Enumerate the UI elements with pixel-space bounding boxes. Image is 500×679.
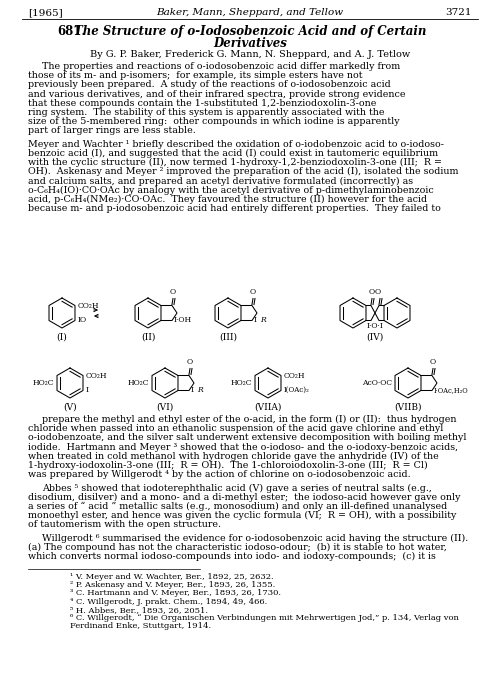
Text: disodium, disilver) and a mono- and a di-methyl ester;  the iodoso-acid however : disodium, disilver) and a mono- and a di… <box>28 492 460 502</box>
Text: Derivatives: Derivatives <box>213 37 287 50</box>
Text: HO₂C: HO₂C <box>128 379 149 387</box>
Text: Willgerodt ⁶ summarised the evidence for o-iodosobenzoic acid having the structu: Willgerodt ⁶ summarised the evidence for… <box>42 534 468 543</box>
Text: chloride when passed into an ethanolic suspension of the acid gave chlorine and : chloride when passed into an ethanolic s… <box>28 424 444 433</box>
Text: acid, p-C₆H₄(NMe₂)·CO·OAc.  They favoured the structure (II) however for the aci: acid, p-C₆H₄(NMe₂)·CO·OAc. They favoured… <box>28 195 427 204</box>
Text: (VIIA): (VIIA) <box>254 403 281 412</box>
Text: size of the 5-membered ring:  other compounds in which iodine is apparently: size of the 5-membered ring: other compo… <box>28 117 400 126</box>
Text: O: O <box>375 289 381 297</box>
Text: I: I <box>254 316 257 325</box>
Text: HO₂C: HO₂C <box>230 379 252 387</box>
Text: o-C₆H₄(IO)·CO·OAc by analogy with the acetyl derivative of p-dimethylaminobenzoi: o-C₆H₄(IO)·CO·OAc by analogy with the ac… <box>28 185 434 195</box>
Text: Ferdinand Enke, Stuttgart, 1914.: Ferdinand Enke, Stuttgart, 1914. <box>70 622 211 630</box>
Text: CO₂H: CO₂H <box>78 302 100 310</box>
Text: 681.: 681. <box>58 25 86 38</box>
Text: (VIIB): (VIIB) <box>394 403 422 412</box>
Text: (V): (V) <box>63 403 77 412</box>
Text: By G. P. Baker, Frederick G. Mann, N. Sheppard, and A. J. Tetlow: By G. P. Baker, Frederick G. Mann, N. Sh… <box>90 50 410 59</box>
Text: (III): (III) <box>219 333 237 342</box>
Text: those of its m- and p-isomers;  for example, its simple esters have not: those of its m- and p-isomers; for examp… <box>28 71 362 80</box>
Text: ⁴ C. Willgerodt, J. prakt. Chem., 1894, 49, 466.: ⁴ C. Willgerodt, J. prakt. Chem., 1894, … <box>70 598 267 606</box>
Text: when treated in cold methanol with hydrogen chloride gave the anhydride (IV) of : when treated in cold methanol with hydro… <box>28 452 439 461</box>
Text: [1965]: [1965] <box>28 8 63 17</box>
Text: (VI): (VI) <box>156 403 174 412</box>
Text: Abbes ⁵ showed that iodoterephthalic acid (V) gave a series of neutral salts (e.: Abbes ⁵ showed that iodoterephthalic aci… <box>42 483 432 492</box>
Text: HO₂C: HO₂C <box>32 379 54 387</box>
Text: benzoic acid (I), and suggested that the acid (I) could exist in tautomeric equi: benzoic acid (I), and suggested that the… <box>28 149 438 158</box>
Text: iodide.  Hartmann and Meyer ³ showed that the o-iodoso- and the o-iodoxy-benzoic: iodide. Hartmann and Meyer ³ showed that… <box>28 443 458 452</box>
Text: O: O <box>369 289 375 297</box>
Text: O: O <box>170 289 176 297</box>
Text: prepare the methyl and ethyl ester of the o-acid, in the form (I) or (II):  thus: prepare the methyl and ethyl ester of th… <box>42 415 457 424</box>
Text: I: I <box>86 386 89 394</box>
Text: I·O·I: I·O·I <box>366 322 384 330</box>
Text: R: R <box>197 386 202 394</box>
Text: I(OAc)₂: I(OAc)₂ <box>284 386 310 394</box>
Text: I·OAc,H₂O: I·OAc,H₂O <box>434 386 468 394</box>
Text: ² P. Askenasy and V. Meyer, Ber., 1893, 26, 1355.: ² P. Askenasy and V. Meyer, Ber., 1893, … <box>70 581 275 589</box>
Text: and various derivatives, and of their infrared spectra, provide strong evidence: and various derivatives, and of their in… <box>28 90 406 98</box>
Text: of tautomerism with the open structure.: of tautomerism with the open structure. <box>28 520 221 529</box>
Text: (II): (II) <box>141 333 155 342</box>
Text: part of larger rings are less stable.: part of larger rings are less stable. <box>28 126 196 135</box>
Text: I: I <box>191 386 194 394</box>
Text: monoethyl ester, and hence was given the cyclic formula (VI;  R = OH), with a po: monoethyl ester, and hence was given the… <box>28 511 456 520</box>
Text: 3721: 3721 <box>446 8 472 17</box>
Text: CO₂H: CO₂H <box>86 372 108 380</box>
Text: ⁵ H. Abbes, Ber., 1893, 26, 2051.: ⁵ H. Abbes, Ber., 1893, 26, 2051. <box>70 606 208 614</box>
Text: that these compounds contain the 1-substituted 1,2-benziodoxolin-3-one: that these compounds contain the 1-subst… <box>28 99 376 108</box>
Text: which converts normal iodoso-compounds into iodo- and iodoxy-compounds;  (c) it : which converts normal iodoso-compounds i… <box>28 552 436 561</box>
Text: IO: IO <box>78 316 87 324</box>
Text: (a) The compound has not the characteristic iodoso-odour;  (b) it is stable to h: (a) The compound has not the characteris… <box>28 543 447 552</box>
Text: ring system.  The stability of this system is apparently associated with the: ring system. The stability of this syste… <box>28 108 384 117</box>
Text: ⁶ C. Willgerodt, “ Die Organischen Verbindungen mit Mehrwertigen Jod,” p. 134, V: ⁶ C. Willgerodt, “ Die Organischen Verbi… <box>70 614 459 622</box>
Text: 1-hydroxy-iodoxolin-3-one (III;  R = OH).  The 1-chloroiodoxolin-3-one (III;  R : 1-hydroxy-iodoxolin-3-one (III; R = OH).… <box>28 461 428 470</box>
Text: (I): (I) <box>56 333 68 342</box>
Text: previously been prepared.  A study of the reactions of o-iodosobenzoic acid: previously been prepared. A study of the… <box>28 80 391 90</box>
Text: The properties and reactions of o-iodosobenzoic acid differ markedly from: The properties and reactions of o-iodoso… <box>42 62 400 71</box>
Text: o-iodobenzoate, and the silver salt underwent extensive decomposition with boili: o-iodobenzoate, and the silver salt unde… <box>28 433 466 443</box>
Text: O: O <box>187 359 193 367</box>
Text: (IV): (IV) <box>366 333 384 342</box>
Text: ³ C. Hartmann and V. Meyer, Ber., 1893, 26, 1730.: ³ C. Hartmann and V. Meyer, Ber., 1893, … <box>70 589 281 598</box>
Text: I·OH: I·OH <box>174 316 192 325</box>
Text: was prepared by Willgerodt ⁴ by the action of chlorine on o-iodosobenzoic acid.: was prepared by Willgerodt ⁴ by the acti… <box>28 470 410 479</box>
Text: with the cyclic structure (II), now termed 1-hydroxy-1,2-benziodoxolin-3-one (II: with the cyclic structure (II), now term… <box>28 158 442 167</box>
Text: because m- and p-iodosobenzoic acid had entirely different properties.  They fai: because m- and p-iodosobenzoic acid had … <box>28 204 441 213</box>
Text: and calcium salts, and prepared an acetyl derivative formulated (incorrectly) as: and calcium salts, and prepared an acety… <box>28 177 413 185</box>
Text: ¹ V. Meyer and W. Wachter, Ber., 1892, 25, 2632.: ¹ V. Meyer and W. Wachter, Ber., 1892, 2… <box>70 573 274 581</box>
Text: O: O <box>250 289 256 297</box>
Text: The Structure of o-Iodosobenzoic Acid and of Certain: The Structure of o-Iodosobenzoic Acid an… <box>74 25 426 38</box>
Text: R: R <box>260 316 266 325</box>
Text: a series of “ acid ” metallic salts (e.g., monosodium) and only an ill-defined u: a series of “ acid ” metallic salts (e.g… <box>28 502 448 511</box>
Text: O: O <box>430 359 436 367</box>
Text: Baker, Mann, Sheppard, and Tellow: Baker, Mann, Sheppard, and Tellow <box>156 8 344 17</box>
Text: Meyer and Wachter ¹ briefly described the oxidation of o-iodobenzoic acid to o-i: Meyer and Wachter ¹ briefly described th… <box>28 140 444 149</box>
Text: OH).  Askenasy and Meyer ² improved the preparation of the acid (I), isolated th: OH). Askenasy and Meyer ² improved the p… <box>28 167 458 177</box>
Text: AcO·OC: AcO·OC <box>362 379 392 387</box>
Text: CO₂H: CO₂H <box>284 372 306 380</box>
